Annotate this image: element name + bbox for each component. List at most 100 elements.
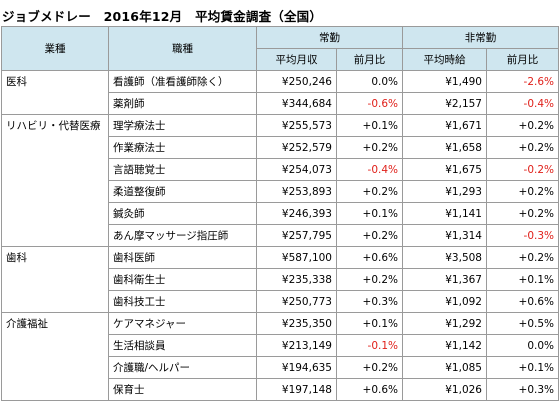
page-title: ジョブメドレー 2016年12月 平均賃金調査（全国） <box>2 9 323 24</box>
header-fulltime-avg: 平均月収 <box>256 48 337 71</box>
parttime-avg-cell: ¥1,293 <box>402 180 487 203</box>
table-row: 鍼灸師 ¥246,393 +0.1% ¥1,141 +0.2% <box>2 202 559 225</box>
fulltime-avg-cell: ¥252,579 <box>256 136 337 159</box>
job-cell: ケアマネジャー <box>108 312 257 335</box>
parttime-change-cell: +0.3% <box>486 378 559 401</box>
fulltime-change-cell: +0.1% <box>336 202 403 225</box>
parttime-avg-cell: ¥1,092 <box>402 290 487 313</box>
fulltime-change-cell: +0.1% <box>336 312 403 335</box>
job-cell: 理学療法士 <box>108 114 257 137</box>
job-cell: 看護師（准看護師除く） <box>108 70 257 93</box>
fulltime-change-cell: +0.6% <box>336 378 403 401</box>
job-cell: 歯科衛生士 <box>108 268 257 291</box>
fulltime-avg-cell: ¥246,393 <box>256 202 337 225</box>
header-parttime-avg: 平均時給 <box>402 48 487 71</box>
job-cell: 保育士 <box>108 378 257 401</box>
job-cell: 薬剤師 <box>108 92 257 115</box>
parttime-change-cell: +0.2% <box>486 114 559 137</box>
parttime-avg-cell: ¥1,314 <box>402 224 487 247</box>
parttime-avg-cell: ¥2,157 <box>402 92 487 115</box>
fulltime-avg-cell: ¥257,795 <box>256 224 337 247</box>
parttime-change-cell: -2.6% <box>486 70 559 93</box>
fulltime-change-cell: +0.2% <box>336 224 403 247</box>
header-fulltime-change: 前月比 <box>336 48 403 71</box>
fulltime-avg-cell: ¥344,684 <box>256 92 337 115</box>
fulltime-avg-cell: ¥197,148 <box>256 378 337 401</box>
job-cell: 言語聴覚士 <box>108 158 257 181</box>
job-cell: 作業療法士 <box>108 136 257 159</box>
header-job: 職種 <box>108 26 257 71</box>
parttime-avg-cell: ¥1,141 <box>402 202 487 225</box>
parttime-avg-cell: ¥1,026 <box>402 378 487 401</box>
parttime-avg-cell: ¥1,658 <box>402 136 487 159</box>
fulltime-change-cell: -0.4% <box>336 158 403 181</box>
fulltime-avg-cell: ¥235,350 <box>256 312 337 335</box>
parttime-change-cell: +0.1% <box>486 268 559 291</box>
parttime-change-cell: +0.2% <box>486 202 559 225</box>
job-cell: 生活相談員 <box>108 334 257 357</box>
fulltime-change-cell: +0.2% <box>336 180 403 203</box>
category-cell: リハビリ・代替医療 <box>1 114 109 247</box>
table-row: 歯科 歯科医師 ¥587,100 +0.6% ¥3,508 +0.2% <box>1 246 559 313</box>
fulltime-avg-cell: ¥194,635 <box>256 356 337 379</box>
fulltime-avg-cell: ¥235,338 <box>256 268 337 291</box>
fulltime-avg-cell: ¥587,100 <box>256 246 337 269</box>
table-body: 医科 看護師（准看護師除く） ¥250,246 0.0% ¥1,490 -2.6% 薬剤師 ¥… <box>1 70 559 401</box>
table-row: リハビリ・代替医療 理学療法士 ¥255,573 +0.1% ¥1,671 +0.2% <box>1 114 559 247</box>
fulltime-change-cell: +0.3% <box>336 290 403 313</box>
header-category: 業種 <box>1 26 109 71</box>
fulltime-change-cell: 0.0% <box>336 70 403 93</box>
parttime-change-cell: +0.6% <box>486 290 559 313</box>
parttime-avg-cell: ¥1,367 <box>402 268 487 291</box>
fulltime-avg-cell: ¥253,893 <box>256 180 337 203</box>
parttime-avg-cell: ¥1,671 <box>402 114 487 137</box>
fulltime-change-cell: -0.1% <box>336 334 403 357</box>
table-row: 柔道整復師 ¥253,893 +0.2% ¥1,293 +0.2% <box>2 180 559 203</box>
parttime-avg-cell: ¥1,085 <box>402 356 487 379</box>
parttime-avg-cell: ¥1,142 <box>402 334 487 357</box>
parttime-change-cell: -0.2% <box>486 158 559 181</box>
job-cell: 歯科医師 <box>108 246 257 269</box>
header-parttime-change: 前月比 <box>486 48 559 71</box>
parttime-change-cell: +0.1% <box>486 356 559 379</box>
job-cell: 介護職/ヘルパー <box>108 356 257 379</box>
job-cell: 柔道整復師 <box>108 180 257 203</box>
fulltime-change-cell: +0.2% <box>336 268 403 291</box>
job-cell: 歯科技工士 <box>108 290 257 313</box>
salary-table: 業種 職種 常勤 非常勤 平均月収 前月比 平均時給 前月比 医科 看護師（准看護… <box>1 26 559 401</box>
parttime-change-cell: -0.4% <box>486 92 559 115</box>
job-cell: 鍼灸師 <box>108 202 257 225</box>
table-row: 薬剤師 ¥344,684 -0.6% ¥2,157 -0.4% <box>2 92 559 115</box>
parttime-change-cell: +0.2% <box>486 180 559 203</box>
fulltime-avg-cell: ¥255,573 <box>256 114 337 137</box>
table-row: 歯科技工士 ¥250,773 +0.3% ¥1,092 +0.6% <box>2 290 559 313</box>
table-row: 保育士 ¥197,148 +0.6% ¥1,026 +0.3% <box>2 378 559 401</box>
fulltime-avg-cell: ¥250,246 <box>256 70 337 93</box>
fulltime-avg-cell: ¥250,773 <box>256 290 337 313</box>
fulltime-change-cell: +0.2% <box>336 136 403 159</box>
job-cell: あん摩マッサージ指圧師 <box>108 224 257 247</box>
category-cell: 医科 <box>1 70 109 115</box>
header-parttime: 非常勤 <box>402 26 559 49</box>
fulltime-change-cell: +0.1% <box>336 114 403 137</box>
parttime-change-cell: +0.2% <box>486 136 559 159</box>
category-cell: 介護福祉 <box>1 312 109 401</box>
parttime-change-cell: -0.3% <box>486 224 559 247</box>
parttime-avg-cell: ¥1,490 <box>402 70 487 93</box>
parttime-avg-cell: ¥1,292 <box>402 312 487 335</box>
header-fulltime: 常勤 <box>256 26 403 49</box>
fulltime-avg-cell: ¥254,073 <box>256 158 337 181</box>
fulltime-change-cell: +0.6% <box>336 246 403 269</box>
fulltime-avg-cell: ¥213,149 <box>256 334 337 357</box>
table-row: 介護福祉 ケアマネジャー ¥235,350 +0.1% ¥1,292 +0.5% <box>1 312 559 401</box>
table-row: 介護職/ヘルパー ¥194,635 +0.2% ¥1,085 +0.1% <box>2 356 559 379</box>
parttime-change-cell: +0.2% <box>486 246 559 269</box>
parttime-avg-cell: ¥1,675 <box>402 158 487 181</box>
fulltime-change-cell: +0.2% <box>336 356 403 379</box>
parttime-avg-cell: ¥3,508 <box>402 246 487 269</box>
parttime-change-cell: 0.0% <box>486 334 559 357</box>
category-cell: 歯科 <box>1 246 109 313</box>
parttime-change-cell: +0.5% <box>486 312 559 335</box>
table-row: 医科 看護師（准看護師除く） ¥250,246 0.0% ¥1,490 -2.6% <box>1 70 559 115</box>
fulltime-change-cell: -0.6% <box>336 92 403 115</box>
